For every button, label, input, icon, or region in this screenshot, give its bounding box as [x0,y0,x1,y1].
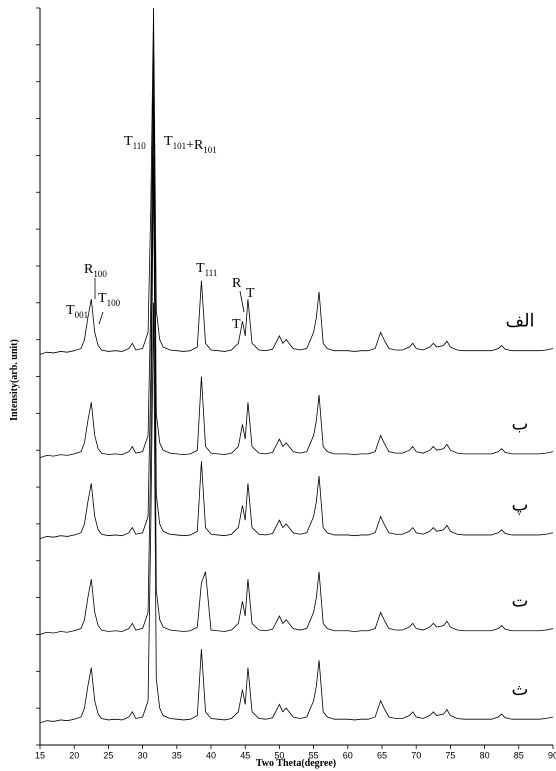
peak-label-text: T [98,291,107,306]
peak-label: T [246,286,255,301]
x-tick-label: 90 [548,750,556,760]
series-label: الف [505,310,534,330]
peak-label-sub: 101 [203,145,217,155]
x-tick-label: 85 [514,750,524,760]
series-line [39,96,554,540]
peak-label-text: T [246,286,255,301]
x-tick-label: 50 [274,750,284,760]
x-tick-label: 80 [480,750,490,760]
x-tick-label: 65 [377,750,387,760]
series-label: پ [512,495,529,516]
x-tick-label: 20 [69,750,79,760]
peak-label-sub: 110 [133,141,147,151]
peak-label: T001 [66,303,88,320]
peak-label-sub: 101 [173,141,187,151]
x-tick-label: 35 [172,750,182,760]
series-line [39,44,554,458]
x-tick-label: 60 [343,750,353,760]
peak-label-sub: 100 [107,298,121,308]
peak-label-sub: 001 [75,310,89,320]
peak-label: T [232,317,241,332]
peak-label-sub: 111 [205,268,218,278]
x-tick-label: 45 [240,750,250,760]
series-line [39,7,554,355]
series-line [39,155,554,635]
peak-label-sub: 100 [93,269,107,279]
peak-label-text: T [66,303,75,318]
peak-label: R100 [84,262,107,279]
leader-line [98,311,104,325]
x-tick-label: 25 [103,750,113,760]
x-tick-label: 30 [138,750,148,760]
y-axis-label: Intensity(arb. unit) [9,339,20,421]
series-line [39,302,554,724]
peak-label-text: +R [186,138,204,153]
x-tick-label: 70 [411,750,421,760]
leader-line [239,290,245,313]
peak-label-text: R [232,276,242,291]
series-label: ت [512,590,529,610]
series-label: ب [512,414,529,434]
peak-label-text: R [84,262,94,277]
series-label: ث [512,679,529,699]
x-tick-label: 15 [35,750,45,760]
x-axis-label: Two Theta(degree) [256,758,336,769]
x-tick-label: 75 [445,750,455,760]
peak-label: T100 [98,291,121,308]
peak-label-text: T [124,134,133,149]
x-tick-label: 40 [206,750,216,760]
peak-label: R [232,276,242,291]
x-tick-label: 55 [309,750,319,760]
peak-label: T111 [196,261,217,278]
peak-label: T110 [124,134,146,151]
peak-label-text: T [232,317,241,332]
peak-label-text: T [164,134,173,149]
peak-label: T101+R101 [164,134,217,155]
peak-label-text: T [196,261,205,276]
